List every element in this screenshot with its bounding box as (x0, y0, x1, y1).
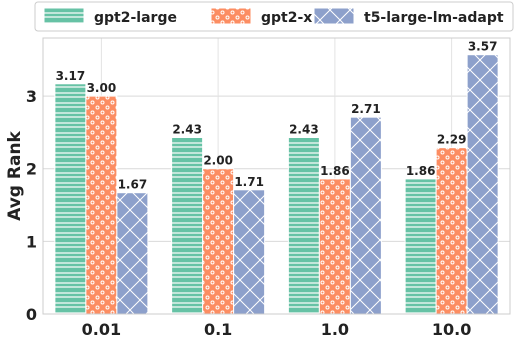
legend-swatch (43, 7, 85, 25)
bar-value-label: 2.29 (437, 133, 467, 147)
bar-t5-large-lm-adapt-0.1 (233, 189, 266, 315)
bar-value-label: 2.43 (172, 123, 202, 137)
bar-value-label: 2.43 (289, 123, 319, 137)
x-tick-label: 0.01 (82, 320, 121, 339)
plot-frame (42, 37, 511, 315)
bar-gpt2-xl-0.01 (85, 95, 118, 315)
bar-t5-large-lm-adapt-0.01 (116, 192, 149, 315)
bar-value-label: 1.67 (118, 178, 148, 192)
bar-gpt2-large-0.01 (54, 83, 87, 315)
bar-gpt2-large-1.0 (287, 137, 320, 315)
y-tick-label: 2 (26, 160, 37, 179)
y-tick-label: 0 (26, 305, 37, 324)
bar-value-label: 3.00 (87, 81, 117, 95)
legend-label: t5-large-lm-adapt (364, 10, 504, 26)
legend-swatch (313, 7, 355, 25)
x-tick-label: 0.1 (204, 320, 232, 339)
bar-value-label: 3.17 (56, 69, 86, 83)
y-tick-label: 3 (26, 87, 37, 106)
bar-t5-large-lm-adapt-1.0 (349, 116, 382, 315)
bar-gpt2-xl-10.0 (435, 147, 468, 315)
bar-gpt2-xl-0.1 (202, 168, 235, 315)
legend-label: gpt2-xl (261, 10, 317, 26)
legend-label: gpt2-large (94, 10, 177, 26)
bar-value-label: 3.57 (468, 40, 498, 54)
legend: gpt2-large gpt2-xl t5-large-lm-adapt (34, 1, 514, 32)
bar-value-label: 1.71 (234, 175, 264, 189)
y-tick-label: 1 (26, 232, 37, 251)
bar-gpt2-xl-1.0 (318, 178, 351, 315)
bar-value-label: 2.71 (351, 102, 381, 116)
bar-value-label: 2.00 (203, 154, 233, 168)
bar-value-label: 1.86 (320, 164, 350, 178)
bar-gpt2-large-10.0 (404, 178, 437, 315)
x-tick-label: 10.0 (432, 320, 471, 339)
bar-t5-large-lm-adapt-10.0 (466, 54, 499, 315)
legend-swatch (210, 7, 252, 25)
y-axis-label: Avg Rank (5, 130, 25, 220)
x-tick-label: 1.0 (321, 320, 349, 339)
bar-value-label: 1.86 (406, 164, 436, 178)
bar-gpt2-large-0.1 (171, 137, 204, 315)
